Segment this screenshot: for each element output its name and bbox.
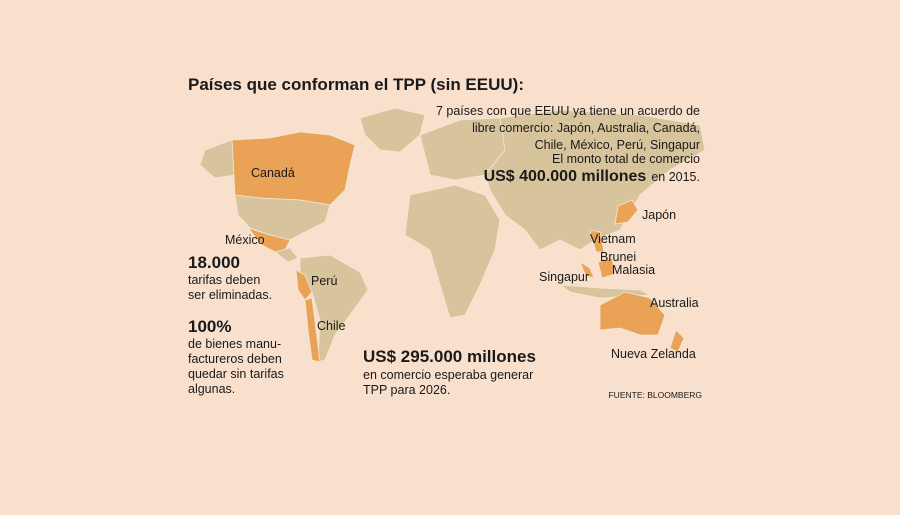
country-label: Vietnam [590, 232, 636, 246]
stat-line: tarifas deben [188, 273, 260, 287]
country-label: Malasia [612, 263, 655, 277]
intro-line: Chile, México, Perú, Singapur [535, 138, 700, 152]
japan [614, 199, 639, 225]
intro-highlight-line: US$ 400.000 millones en 2015. [484, 168, 700, 185]
highlight: US$ 400.000 millones [484, 168, 647, 185]
malaysia-peninsula [579, 261, 595, 279]
intro: 7 países con que EEUU ya tiene un acuerd… [436, 104, 700, 185]
world-map [199, 107, 706, 363]
asia [484, 109, 706, 251]
intro-line: libre comercio: Japón, Australia, Canadá… [472, 121, 700, 135]
stat-figure: US$ 295.000 millones [363, 347, 536, 366]
peru [295, 269, 313, 301]
intro-line: 7 países con que EEUU ya tiene un acuerd… [436, 104, 700, 118]
usa [234, 194, 331, 241]
vietnam [589, 229, 605, 253]
intro-line: El monto total de comercio [552, 152, 700, 166]
stat-line: factureros deben [188, 352, 282, 366]
chile [304, 297, 321, 363]
central-america [274, 247, 299, 263]
country-label: Japón [642, 208, 676, 222]
stat-line: en comercio esperaba generar [363, 368, 533, 382]
stat-line: ser eliminadas. [188, 288, 272, 302]
stats: 18.000 tarifas deben ser eliminadas. 100… [188, 253, 536, 397]
suffix: en 2015. [651, 170, 700, 184]
country-label: Nueva Zelanda [611, 347, 696, 361]
country-label: México [225, 233, 265, 247]
country-label: Brunei [600, 250, 636, 264]
greenland [359, 107, 426, 153]
stat-line: TPP para 2026. [363, 383, 450, 397]
malaysia-borneo [597, 257, 616, 279]
africa [404, 184, 501, 319]
stat-figure: 18.000 [188, 253, 240, 272]
stat-line: quedar sin tarifas [188, 367, 284, 381]
new-zealand [669, 329, 685, 353]
country-labels: Canadá México Perú Chile Japón Vietnam B… [225, 166, 699, 361]
stat-line: algunas. [188, 382, 235, 396]
stat-line: de bienes manu- [188, 337, 281, 351]
stat-figure: 100% [188, 317, 231, 336]
alaska [199, 139, 236, 179]
country-label: Chile [317, 319, 346, 333]
country-label: Australia [650, 296, 699, 310]
source: FUENTE: BLOOMBERG [608, 390, 702, 400]
country-label: Singapur [539, 270, 589, 284]
australia [599, 291, 666, 336]
country-label: Perú [311, 274, 337, 288]
country-label: Canadá [251, 166, 295, 180]
title: Países que conforman el TPP (sin EEUU): [188, 75, 524, 94]
